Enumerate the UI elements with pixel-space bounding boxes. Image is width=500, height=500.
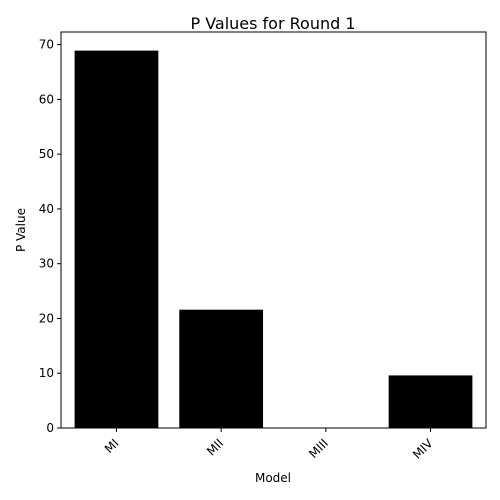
bar-mii (179, 309, 264, 428)
y-axis-label: P Value (14, 208, 28, 252)
plot-frame (60, 31, 487, 429)
y-tick-label: 10 (39, 366, 54, 380)
chart-title: P Values for Round 1 (190, 14, 355, 33)
bar-miv (388, 375, 473, 428)
y-tick-label: 20 (39, 311, 54, 325)
y-tick-label: 0 (46, 421, 54, 435)
y-tick-label: 30 (39, 257, 54, 271)
y-tick-label: 60 (39, 92, 54, 106)
bar-mi (74, 50, 159, 429)
x-axis-label: Model (255, 471, 291, 485)
y-tick-label: 70 (39, 38, 54, 52)
y-tick-label: 40 (39, 202, 54, 216)
y-axis-ticks: 0 10 20 30 40 50 60 70 (39, 38, 61, 435)
bars-group (74, 50, 473, 429)
y-tick-label: 50 (39, 147, 54, 161)
